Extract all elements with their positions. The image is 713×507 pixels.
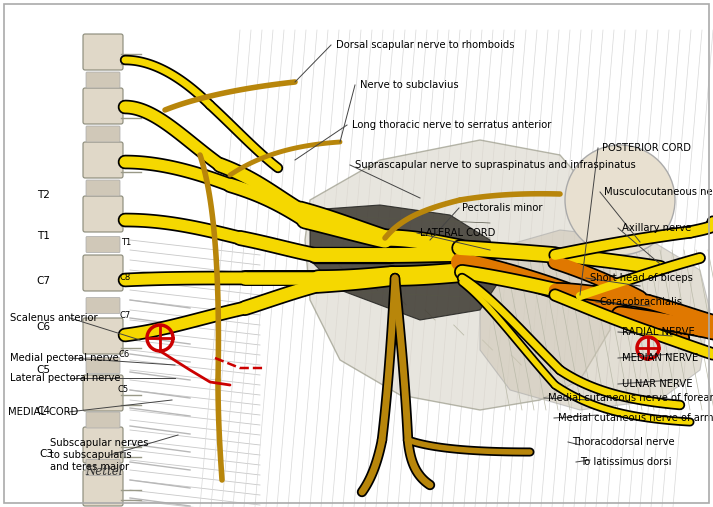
Text: Short head of biceps: Short head of biceps (590, 273, 693, 283)
FancyBboxPatch shape (83, 196, 123, 232)
Text: Medial pectoral nerve: Medial pectoral nerve (10, 353, 119, 363)
Text: POSTERIOR CORD: POSTERIOR CORD (602, 143, 691, 153)
FancyBboxPatch shape (83, 142, 123, 178)
Text: LATERAL CORD: LATERAL CORD (420, 228, 496, 238)
FancyBboxPatch shape (83, 375, 123, 411)
Text: Medial cutaneous nerve of arm: Medial cutaneous nerve of arm (558, 413, 713, 423)
Text: Pectoralis minor: Pectoralis minor (462, 203, 543, 213)
Text: C6: C6 (36, 322, 50, 332)
FancyBboxPatch shape (83, 88, 123, 124)
FancyBboxPatch shape (83, 318, 123, 354)
Text: MEDIAN NERVE: MEDIAN NERVE (622, 353, 698, 363)
Text: T1: T1 (121, 238, 131, 247)
FancyBboxPatch shape (86, 459, 120, 476)
Text: Axillary nerve: Axillary nerve (622, 223, 691, 233)
Text: Subscapular nerves
to subscapularis
and teres major: Subscapular nerves to subscapularis and … (50, 439, 148, 472)
Text: C8: C8 (120, 273, 131, 282)
Polygon shape (310, 205, 500, 320)
FancyBboxPatch shape (83, 470, 123, 506)
Text: Musculocutaneous nerve: Musculocutaneous nerve (604, 187, 713, 197)
Text: MEDIAL CORD: MEDIAL CORD (8, 407, 78, 417)
Text: Scalenus anterior: Scalenus anterior (10, 313, 98, 323)
Text: C5: C5 (117, 385, 128, 394)
FancyBboxPatch shape (86, 357, 120, 374)
FancyBboxPatch shape (83, 34, 123, 70)
Text: T1: T1 (37, 231, 50, 241)
Text: Nettel: Nettel (85, 465, 123, 478)
Text: To latissimus dorsi: To latissimus dorsi (580, 457, 672, 467)
Text: Long thoracic nerve to serratus anterior: Long thoracic nerve to serratus anterior (352, 120, 551, 130)
Text: Lateral pectoral nerve: Lateral pectoral nerve (10, 373, 120, 383)
Text: RADIAL NERVE: RADIAL NERVE (622, 327, 694, 337)
Text: Coracobrachialis: Coracobrachialis (600, 297, 683, 307)
Text: Suprascapular nerve to supraspinatus and infraspinatus: Suprascapular nerve to supraspinatus and… (355, 160, 636, 170)
Circle shape (565, 145, 675, 255)
FancyBboxPatch shape (83, 255, 123, 291)
Text: Dorsal scapular nerve to rhomboids: Dorsal scapular nerve to rhomboids (336, 40, 515, 50)
Text: Thoracodorsal nerve: Thoracodorsal nerve (572, 437, 674, 447)
Text: C3: C3 (39, 449, 53, 459)
FancyBboxPatch shape (86, 72, 120, 88)
FancyBboxPatch shape (86, 412, 120, 428)
Text: T2: T2 (37, 190, 50, 200)
Text: Nerve to subclavius: Nerve to subclavius (360, 80, 458, 90)
Text: C7: C7 (36, 276, 50, 286)
Text: C6: C6 (118, 350, 130, 359)
FancyBboxPatch shape (86, 126, 120, 142)
Polygon shape (480, 230, 710, 410)
Text: ULNAR NERVE: ULNAR NERVE (622, 379, 692, 389)
Text: C5: C5 (36, 365, 50, 375)
Text: Medial cutaneous nerve of forearm: Medial cutaneous nerve of forearm (548, 393, 713, 403)
FancyBboxPatch shape (83, 427, 123, 463)
Polygon shape (305, 140, 610, 410)
Text: C7: C7 (119, 311, 130, 320)
FancyBboxPatch shape (86, 236, 120, 252)
FancyBboxPatch shape (86, 180, 120, 196)
FancyBboxPatch shape (86, 298, 120, 313)
Text: C4: C4 (36, 406, 50, 416)
